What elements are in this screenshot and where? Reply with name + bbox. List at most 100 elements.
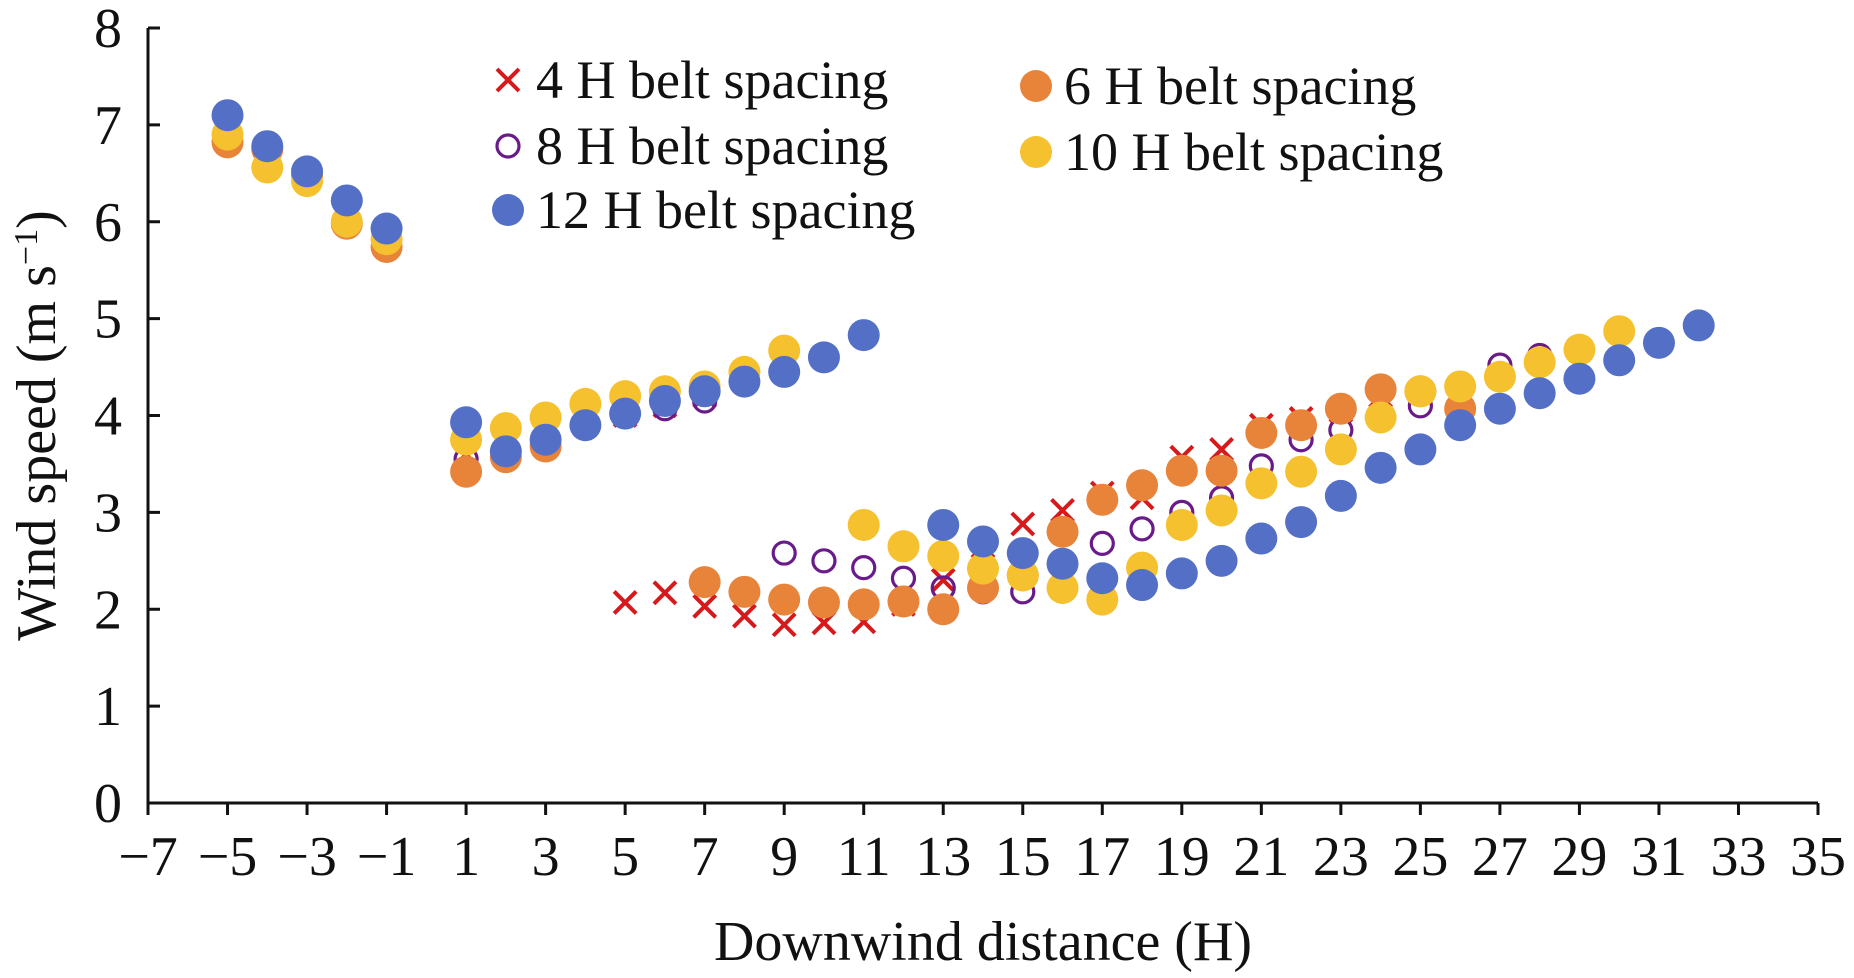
x-tick-label: 35 <box>1790 826 1846 888</box>
x-tick-label: 19 <box>1154 826 1210 888</box>
data-point <box>1046 571 1079 604</box>
data-point <box>811 548 837 574</box>
data-point <box>1563 362 1596 395</box>
data-point <box>927 593 960 626</box>
data-point <box>1603 315 1636 348</box>
x-tick-label: −3 <box>277 826 337 888</box>
y-tick-label: 2 <box>94 579 122 641</box>
x-axis-ticks: −7 −5 −3 −1 1 3 5 7 9 11 13 15 17 19 21 23 25 27 29 31 33 35 <box>118 803 1846 888</box>
data-point <box>1205 454 1238 487</box>
data-point <box>1563 333 1596 366</box>
data-point <box>927 508 960 541</box>
legend: 4 H belt spacing 6 H belt spacing 8 H belt… <box>492 50 1443 240</box>
data-point <box>1642 326 1675 359</box>
y-axis-ticks: 0 1 2 3 4 5 6 7 8 <box>94 0 160 835</box>
data-point <box>1603 344 1636 377</box>
x-tick-label: 15 <box>995 826 1051 888</box>
y-tick-label: 6 <box>94 192 122 254</box>
data-point <box>1444 370 1477 403</box>
data-point <box>450 455 483 488</box>
x-axis-title: Downwind distance (H) <box>714 911 1252 973</box>
data-point <box>1444 409 1477 442</box>
data-point <box>330 184 363 217</box>
x-tick-label: 5 <box>611 826 639 888</box>
data-point <box>1285 455 1318 488</box>
data-point <box>648 384 681 417</box>
x-tick-label: 31 <box>1631 826 1687 888</box>
legend-label: 4 H belt spacing <box>536 50 888 110</box>
data-point <box>847 508 880 541</box>
x-tick-label: 33 <box>1710 826 1766 888</box>
data-point <box>489 435 522 468</box>
data-point <box>967 525 999 558</box>
y-tick-label: 3 <box>94 482 122 544</box>
data-point <box>529 401 562 434</box>
data-point <box>1364 401 1397 434</box>
data-point <box>1086 483 1119 516</box>
data-point <box>1523 346 1556 379</box>
data-point <box>1006 537 1039 570</box>
data-point <box>1324 433 1357 466</box>
x-tick-label: 21 <box>1233 826 1289 888</box>
x-tick-label: −7 <box>118 826 178 888</box>
data-point <box>927 539 960 572</box>
legend-marker <box>492 194 524 226</box>
data-point <box>1165 454 1198 487</box>
data-point <box>1165 508 1198 541</box>
data-point <box>851 554 877 581</box>
data-point <box>1245 522 1278 555</box>
y-tick-label: 1 <box>94 676 122 738</box>
data-point <box>1285 409 1318 442</box>
data-point <box>1126 569 1159 602</box>
data-point <box>1245 416 1278 449</box>
data-point <box>1324 479 1357 512</box>
data-point <box>652 580 678 606</box>
data-point <box>732 603 757 629</box>
plot-area: −7 −5 −3 −1 1 3 5 7 9 11 13 15 17 19 21 23 25 27 29 31 33 35 … <box>94 0 1846 888</box>
data-point <box>1523 377 1556 410</box>
y-axis-title-main: Wind speed (m s <box>6 265 68 641</box>
data-point <box>370 212 403 245</box>
y-tick-label: 7 <box>94 95 122 157</box>
data-point <box>1404 433 1437 466</box>
legend-marker <box>1020 70 1052 102</box>
data-point <box>847 588 880 621</box>
data-point <box>688 375 721 408</box>
data-point <box>1404 375 1437 408</box>
legend-label: 12 H belt spacing <box>536 180 915 240</box>
x-tick-label: 13 <box>915 826 971 888</box>
data-point <box>1364 451 1397 484</box>
data-point <box>1010 511 1036 537</box>
data-point <box>768 355 801 388</box>
data-point <box>728 575 761 608</box>
y-tick-label: 0 <box>94 773 122 835</box>
legend-item: 6 H belt spacing <box>1020 56 1416 116</box>
legend-label: 6 H belt spacing <box>1064 56 1416 116</box>
data-point <box>1126 469 1159 502</box>
legend-label: 8 H belt spacing <box>536 116 888 176</box>
data-point <box>1006 559 1039 592</box>
data-point <box>1086 562 1119 595</box>
y-tick-label: 5 <box>94 289 122 351</box>
data-point <box>768 583 801 616</box>
data-point <box>847 319 880 352</box>
legend-marker <box>495 67 521 93</box>
data-point <box>807 586 840 619</box>
data-point <box>1483 392 1516 425</box>
x-tick-label: 27 <box>1472 826 1528 888</box>
data-point <box>291 155 324 188</box>
data-point <box>887 530 920 563</box>
data-point <box>771 540 797 566</box>
data-point <box>251 130 284 163</box>
data-point <box>1483 360 1516 393</box>
x-tick-label: −5 <box>198 826 258 888</box>
data-point <box>771 612 797 638</box>
legend-item: 4 H belt spacing <box>495 50 888 110</box>
data-point <box>1046 515 1079 548</box>
data-point <box>1165 557 1198 590</box>
x-tick-label: 23 <box>1313 826 1369 888</box>
data-point <box>612 590 638 615</box>
x-tick-label: 11 <box>837 826 891 888</box>
legend-label: 10 H belt spacing <box>1064 122 1443 182</box>
